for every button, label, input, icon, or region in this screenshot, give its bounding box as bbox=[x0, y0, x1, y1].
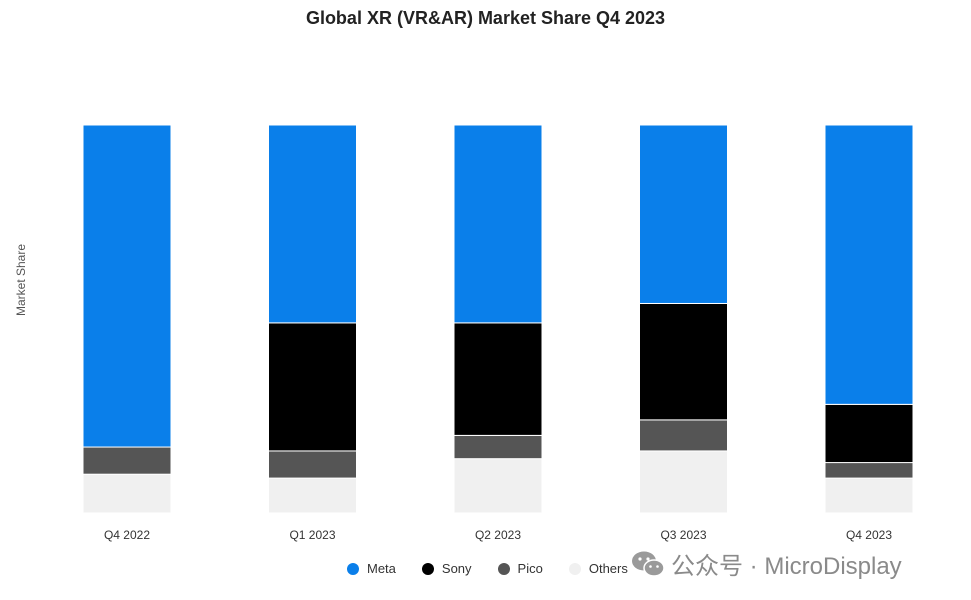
legend-item-sony[interactable]: Sony bbox=[421, 561, 472, 576]
x-tick-label: Q4 2022 bbox=[104, 528, 150, 542]
bar-pico-q4-2022 bbox=[82, 446, 172, 475]
legend-label-pico: Pico bbox=[517, 561, 543, 576]
bar-pico-q1-2023 bbox=[268, 450, 357, 479]
x-tick-label: Q4 2023 bbox=[846, 528, 892, 542]
legend-swatch-sony bbox=[421, 562, 434, 575]
legend: Meta Sony Pico Others bbox=[347, 561, 654, 576]
bar-sony-q4-2023 bbox=[824, 403, 914, 464]
bar-pico-q2-2023 bbox=[453, 434, 543, 460]
legend-swatch-others bbox=[568, 562, 581, 575]
legend-swatch-meta bbox=[347, 562, 359, 575]
bar-sony-q3-2023 bbox=[639, 302, 728, 421]
legend-label-meta: Meta bbox=[367, 561, 396, 576]
legend-item-meta[interactable]: Meta bbox=[347, 561, 396, 576]
bar-meta-q2-2023 bbox=[453, 124, 543, 324]
bar-sony-q2-2023 bbox=[453, 322, 543, 436]
bars-layer bbox=[82, 124, 914, 514]
watermark: 公众号 · MicroDisplay bbox=[631, 546, 902, 581]
legend-item-others[interactable]: Others bbox=[568, 561, 628, 576]
bar-pico-q3-2023 bbox=[639, 419, 728, 452]
bar-others-q4-2022 bbox=[82, 473, 172, 514]
bar-others-q3-2023 bbox=[639, 450, 728, 514]
bar-others-q4-2023 bbox=[824, 477, 914, 514]
bar-meta-q4-2023 bbox=[824, 124, 914, 405]
x-tick-label: Q1 2023 bbox=[289, 528, 335, 542]
x-tick-label: Q3 2023 bbox=[660, 528, 706, 542]
bar-others-q2-2023 bbox=[453, 458, 543, 514]
bar-sony-q1-2023 bbox=[268, 322, 357, 452]
bar-meta-q4-2022 bbox=[82, 124, 172, 448]
x-tick-label: Q2 2023 bbox=[475, 528, 521, 542]
wechat-icon bbox=[632, 551, 665, 577]
bar-pico-q4-2023 bbox=[824, 462, 914, 479]
watermark-text: 公众号 · MicroDisplay bbox=[671, 553, 902, 580]
legend-item-pico[interactable]: Pico bbox=[497, 561, 543, 576]
chart-title: Global XR (VR&AR) Market Share Q4 2023 bbox=[305, 8, 666, 28]
legend-label-others: Others bbox=[588, 561, 628, 576]
legend-swatch-pico bbox=[497, 562, 510, 575]
x-tick-labels: Q4 2022 Q1 2023 Q2 2023 Q3 2023 Q4 2023 bbox=[104, 528, 892, 542]
bar-meta-q1-2023 bbox=[268, 124, 357, 324]
bar-others-q1-2023 bbox=[268, 477, 357, 514]
legend-label-sony: Sony bbox=[441, 561, 472, 576]
bar-meta-q3-2023 bbox=[639, 124, 728, 304]
